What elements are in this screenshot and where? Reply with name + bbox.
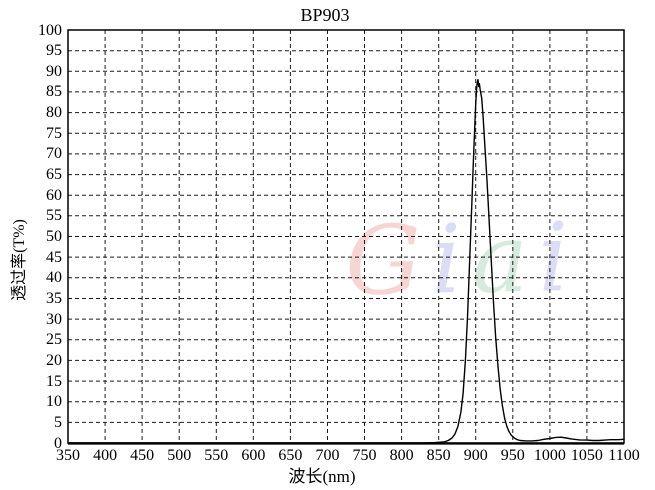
x-tick-label: 950	[500, 447, 525, 464]
y-tick-label: 70	[46, 145, 62, 163]
y-tick-label: 45	[46, 248, 62, 266]
y-tick-label: 5	[54, 413, 62, 431]
x-tick-label: 1000	[533, 447, 566, 464]
y-tick-label: 50	[46, 228, 62, 245]
y-tick-label: 15	[46, 372, 62, 390]
y-tick-label: 10	[46, 393, 62, 411]
y-tick-label: 95	[46, 42, 62, 60]
x-tick-label: 600	[241, 447, 266, 464]
y-tick-label: 40	[46, 269, 62, 287]
transmittance-curve	[67, 78, 625, 444]
x-axis-title: 波长(nm)	[288, 467, 356, 486]
y-tick-label: 0	[54, 434, 62, 452]
y-tick-label: 100	[38, 21, 62, 39]
x-tick-label: 400	[93, 447, 118, 464]
y-tick-label: 25	[46, 331, 62, 349]
x-tick-label: 650	[278, 447, 303, 464]
y-tick-label: 75	[46, 124, 62, 142]
y-tick-label: 90	[46, 62, 62, 80]
y-tick-label: 60	[46, 186, 62, 204]
y-tick-label: 35	[46, 289, 62, 307]
x-tick-label: 1100	[608, 447, 640, 464]
y-tick-label: 85	[46, 83, 62, 101]
y-tick-label: 65	[46, 166, 62, 184]
y-tick-label: 80	[46, 104, 62, 122]
y-tick-label: 20	[46, 351, 62, 369]
x-tick-label: 750	[352, 447, 377, 464]
y-tick-label: 30	[46, 310, 62, 328]
chart-title: BP903	[300, 5, 350, 25]
x-tick-label: 700	[315, 447, 340, 464]
x-tick-label: 850	[426, 447, 451, 464]
x-tick-label: 550	[204, 447, 229, 464]
x-tick-label: 800	[389, 447, 414, 464]
gridlines	[68, 30, 624, 443]
x-tick-label: 450	[130, 447, 155, 464]
x-tick-label: 500	[167, 447, 192, 464]
x-tick-label: 900	[463, 447, 488, 464]
y-tick-label: 55	[46, 207, 62, 225]
watermark-text: Giai	[344, 203, 579, 317]
x-tick-label: 350	[56, 447, 80, 464]
x-tick-label: 1050	[570, 447, 603, 464]
